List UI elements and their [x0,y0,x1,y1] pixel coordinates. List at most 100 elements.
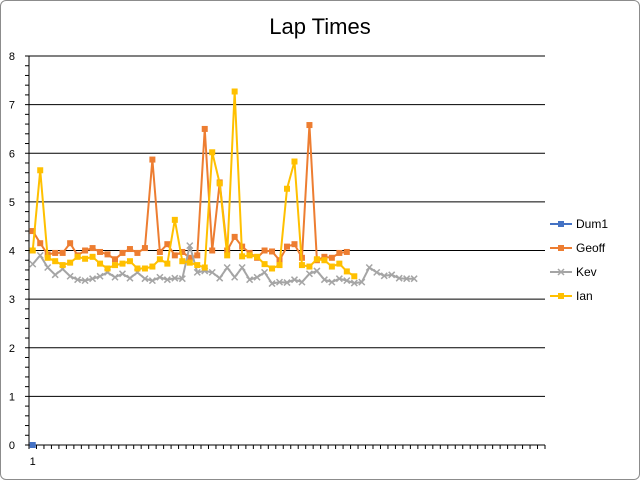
data-point [134,249,141,256]
data-point [246,276,254,284]
data-point [216,274,224,282]
data-point [201,125,208,132]
data-point [343,268,350,275]
data-point [119,249,126,256]
data-point [194,252,201,259]
legend-item: Geoff [550,241,606,255]
legend-label: Kev [576,265,597,279]
data-point [306,263,313,270]
y-tick-label: 6 [9,148,15,160]
data-point [231,233,238,240]
data-point [74,253,81,260]
data-point [37,167,44,174]
data-point [89,253,96,260]
data-point [224,252,231,259]
data-point [104,265,111,272]
data-point [328,254,335,261]
data-point [209,247,216,254]
data-point [305,270,313,278]
data-point [164,241,171,248]
data-point [276,262,283,269]
data-point [29,260,37,268]
data-point [44,254,51,261]
series-layer [29,88,418,448]
data-point [89,245,96,252]
data-point [269,248,276,255]
legend-item: Dum1 [550,217,608,231]
data-point [239,253,246,260]
data-point [313,267,321,275]
data-point [209,149,216,156]
data-point [403,275,411,283]
data-point [335,275,343,283]
data-point [97,260,104,267]
data-point [284,243,290,250]
data-point [141,265,148,272]
data-point [306,122,313,129]
series-dum1 [29,442,36,448]
data-point [164,260,171,267]
data-point [156,248,163,255]
legend-label: Geoff [576,241,606,255]
series-ian [29,88,358,280]
data-point [186,259,193,266]
data-point [141,245,148,252]
data-point [321,253,328,260]
data-point [66,272,74,280]
data-point [268,280,276,288]
y-tick-label: 3 [9,294,15,306]
data-point [253,273,261,281]
data-point [179,258,186,265]
legend-item: Kev [550,265,597,279]
data-point [156,273,164,281]
legend-marker [558,221,564,227]
data-point [82,255,89,262]
data-point [388,271,396,279]
data-point [320,276,328,284]
legend-item: Ian [550,289,593,303]
data-point [283,279,291,287]
data-point [321,257,328,264]
data-point [118,270,127,278]
data-point [112,262,118,269]
y-tick-label: 2 [9,343,15,355]
data-point [194,262,201,269]
y-tick-label: 0 [9,440,15,452]
data-point [29,247,36,254]
data-point [67,259,74,266]
data-point [343,277,351,285]
legend-marker [558,293,564,299]
data-point [365,263,373,272]
chart-title: Lap Times [269,14,371,39]
data-point [373,268,381,276]
data-point [328,278,336,286]
data-point [313,256,320,263]
data-point [36,251,44,259]
data-point [149,156,156,163]
data-point [141,275,149,283]
data-point [201,264,208,271]
data-point [261,247,268,254]
data-point [112,256,118,263]
data-point [171,252,178,259]
data-point [261,268,269,276]
data-point [149,263,156,270]
data-point [171,216,178,223]
data-point [186,242,194,250]
data-point [336,260,343,267]
data-point [223,263,231,272]
data-point [186,254,193,261]
y-tick-label: 7 [9,100,15,112]
data-point [156,256,163,263]
x-tick-label: 1 [30,456,36,468]
data-point [44,263,52,272]
data-point [37,240,44,247]
data-point [171,274,179,282]
data-point [395,274,403,282]
data-point [82,247,89,254]
data-point [284,185,290,192]
data-point [350,279,358,287]
data-point [216,180,223,187]
